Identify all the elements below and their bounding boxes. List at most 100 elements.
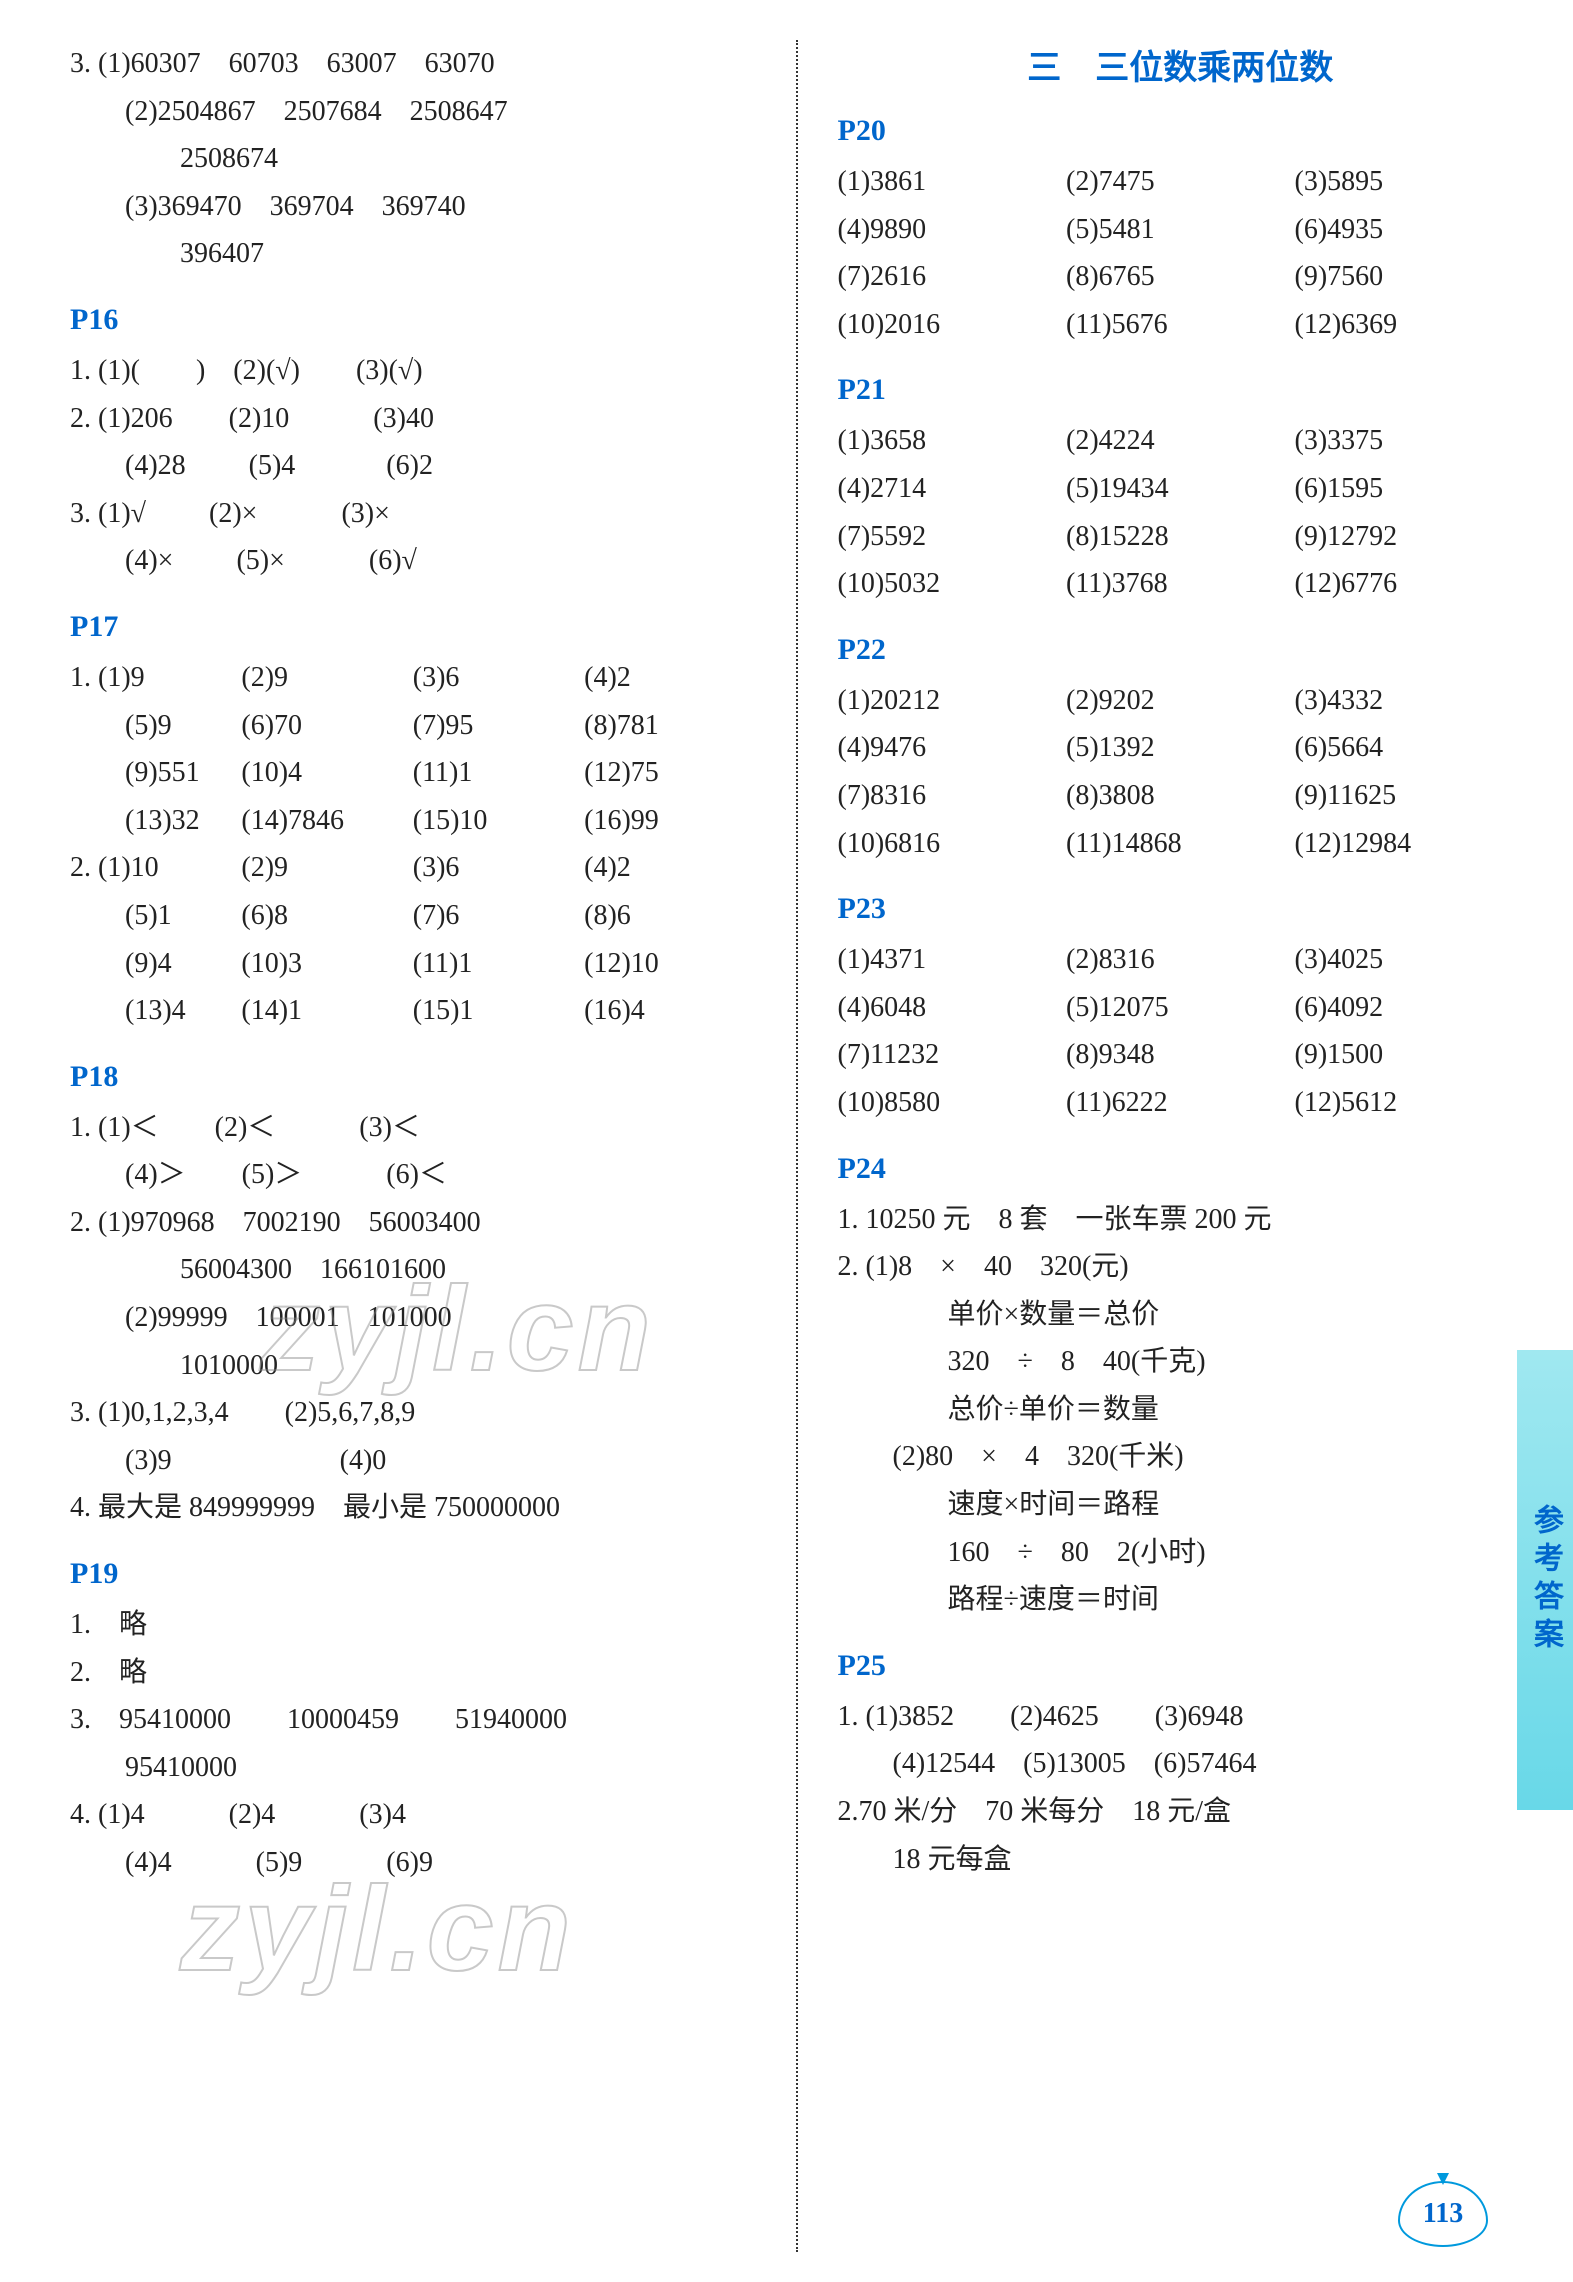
block-p19: 1. 略 2. 略 3. 95410000 10000459 51940000 … (70, 1601, 756, 1887)
block-top: 3. (1)60307 60703 63007 63070 (2)2504867… (70, 40, 756, 278)
block-p16: 1. (1)( ) (2)(√) (3)(√) 2. (1)206 (2)10 … (70, 347, 756, 585)
cell: (6)1595 (1295, 465, 1524, 513)
block-p22: (1)20212(2)9202(3)4332 (4)9476(5)1392(6)… (838, 677, 1524, 867)
cell: (12)5612 (1295, 1079, 1524, 1127)
cell: (8)3808 (1066, 772, 1295, 820)
text-line: 18 元每盒 (838, 1836, 1524, 1884)
section-title-p23: P23 (838, 892, 1524, 926)
cell: (10)4 (241, 749, 412, 797)
section-title-p18: P18 (70, 1060, 756, 1094)
text-line: (2)2504867 2507684 2508647 (70, 88, 756, 136)
cell: (6)5664 (1295, 724, 1524, 772)
cell: (9)1500 (1295, 1031, 1524, 1079)
cell: (9)4 (70, 940, 241, 988)
cell: (7)2616 (838, 253, 1067, 301)
text-line: (3)369470 369704 369740 (70, 183, 756, 231)
cell: (1)3861 (838, 158, 1067, 206)
cell: (1)20212 (838, 677, 1067, 725)
text-line: 1010000 (70, 1342, 756, 1390)
text-line: 4. 最大是 849999999 最小是 750000000 (70, 1484, 756, 1532)
text-line: (2)80 × 4 320(千米) (838, 1433, 1524, 1481)
cell: (4)9890 (838, 206, 1067, 254)
text-line: (4)12544 (5)13005 (6)57464 (838, 1740, 1524, 1788)
cell: (6)8 (241, 892, 412, 940)
cell: (11)6222 (1066, 1079, 1295, 1127)
text-line: 396407 (70, 230, 756, 278)
cell: (5)5481 (1066, 206, 1295, 254)
text-line: 2. (1)206 (2)10 (3)40 (70, 395, 756, 443)
cell: (8)781 (584, 702, 755, 750)
text-line: (4)28 (5)4 (6)2 (70, 442, 756, 490)
cell: (6)4935 (1295, 206, 1524, 254)
page-container: 3. (1)60307 60703 63007 63070 (2)2504867… (0, 0, 1573, 2282)
cell: (9)551 (70, 749, 241, 797)
cell: (1)4371 (838, 936, 1067, 984)
text-line: 2.70 米/分 70 米每分 18 元/盒 (838, 1788, 1524, 1836)
section-title-p21: P21 (838, 373, 1524, 407)
text-line: 3. (1)√ (2)× (3)× (70, 490, 756, 538)
section-title-p22: P22 (838, 633, 1524, 667)
cell: 2. (1)10 (70, 844, 241, 892)
text-line: 1. 10250 元 8 套 一张车票 200 元 (838, 1196, 1524, 1244)
text-line: (4)× (5)× (6)√ (70, 537, 756, 585)
text-line: 1. (1)( ) (2)(√) (3)(√) (70, 347, 756, 395)
side-tab: 参考答案 (1517, 1350, 1573, 1810)
cell: (12)12984 (1295, 820, 1524, 868)
cell: (5)9 (70, 702, 241, 750)
cell: (12)75 (584, 749, 755, 797)
text-line: 总价÷单价＝数量 (838, 1386, 1524, 1434)
cell: (12)10 (584, 940, 755, 988)
cell: (2)4224 (1066, 417, 1295, 465)
cell: (11)1 (413, 749, 584, 797)
cell: (14)1 (241, 987, 412, 1035)
cell: (4)9476 (838, 724, 1067, 772)
text-line: (4)4 (5)9 (6)9 (70, 1839, 756, 1887)
cell: (11)5676 (1066, 301, 1295, 349)
text-line: 3. (1)60307 60703 63007 63070 (70, 40, 756, 88)
cell: (6)70 (241, 702, 412, 750)
cell: (9)11625 (1295, 772, 1524, 820)
block-p24: 1. 10250 元 8 套 一张车票 200 元 2. (1)8 × 40 3… (838, 1196, 1524, 1624)
text-line: 2. 略 (70, 1649, 756, 1697)
cell: 1. (1)9 (70, 654, 241, 702)
cell: (8)15228 (1066, 513, 1295, 561)
block-p17: 1. (1)9(2)9(3)6(4)2 (5)9(6)70(7)95(8)781… (70, 654, 756, 1035)
cell: (10)5032 (838, 560, 1067, 608)
cell: (9)7560 (1295, 253, 1524, 301)
cell: (3)5895 (1295, 158, 1524, 206)
cell: (7)95 (413, 702, 584, 750)
text-line: 2. (1)8 × 40 320(元) (838, 1243, 1524, 1291)
cell: (8)6 (584, 892, 755, 940)
cell: (16)99 (584, 797, 755, 845)
cell: (16)4 (584, 987, 755, 1035)
section-title-p20: P20 (838, 114, 1524, 148)
cell: (2)9202 (1066, 677, 1295, 725)
section-title-p25: P25 (838, 1649, 1524, 1683)
cell: (4)6048 (838, 984, 1067, 1032)
text-line: 4. (1)4 (2)4 (3)4 (70, 1791, 756, 1839)
text-line: 2508674 (70, 135, 756, 183)
cell: (4)2 (584, 654, 755, 702)
cell: (13)32 (70, 797, 241, 845)
text-line: 56004300 166101600 (70, 1246, 756, 1294)
cell: (3)3375 (1295, 417, 1524, 465)
cell: (5)19434 (1066, 465, 1295, 513)
cell: (14)7846 (241, 797, 412, 845)
cell: (3)6 (413, 654, 584, 702)
cell: (3)4025 (1295, 936, 1524, 984)
text-line: 1. 略 (70, 1601, 756, 1649)
chapter-title: 三 三位数乘两位数 (838, 40, 1524, 89)
text-line: (2)99999 100001 101000 (70, 1294, 756, 1342)
cell: (10)6816 (838, 820, 1067, 868)
cell: (8)9348 (1066, 1031, 1295, 1079)
text-line: 3. 95410000 10000459 51940000 (70, 1696, 756, 1744)
text-line: 95410000 (70, 1744, 756, 1792)
block-p23: (1)4371(2)8316(3)4025 (4)6048(5)12075(6)… (838, 936, 1524, 1126)
cell: (7)6 (413, 892, 584, 940)
cell: (7)8316 (838, 772, 1067, 820)
cell: (11)1 (413, 940, 584, 988)
cell: (11)3768 (1066, 560, 1295, 608)
cell: (6)4092 (1295, 984, 1524, 1032)
cell: (3)4332 (1295, 677, 1524, 725)
text-line: 2. (1)970968 7002190 56003400 (70, 1199, 756, 1247)
